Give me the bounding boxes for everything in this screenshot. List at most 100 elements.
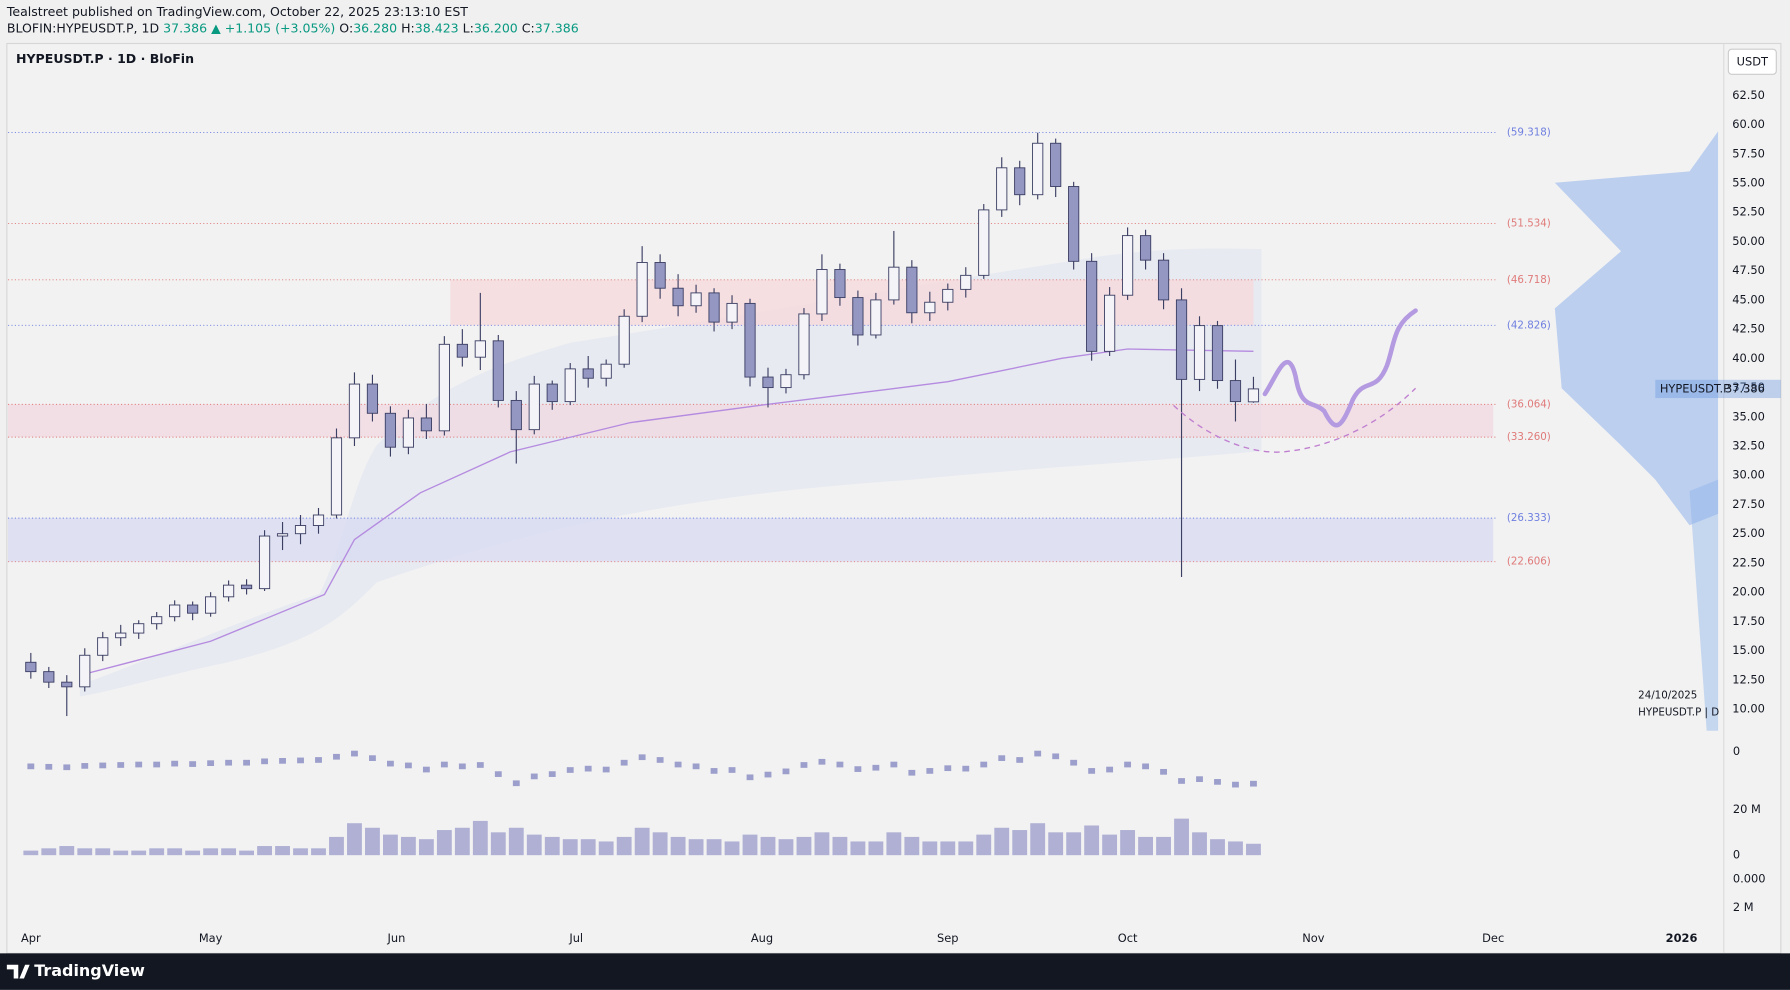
oscillator-point (1160, 768, 1167, 775)
volume-bar (1066, 832, 1082, 856)
oscillator-point (135, 761, 143, 768)
y-tick-label: 37.50 (1732, 380, 1765, 394)
volume-bar (383, 834, 398, 856)
oscillator-point (764, 771, 772, 778)
x-tick-label: Oct (1118, 931, 1138, 945)
oscillator-point (476, 762, 484, 768)
volume-bar (922, 841, 938, 856)
y-tick-label: 47.50 (1732, 263, 1765, 277)
volume-bar (706, 839, 722, 856)
oscillator-point (279, 758, 286, 764)
candle-body (294, 525, 307, 535)
candle-body (672, 287, 684, 307)
zone (7, 404, 1494, 438)
candle-body (438, 343, 450, 432)
y-tick-label: 57.50 (1732, 146, 1765, 160)
candle-body (978, 209, 990, 276)
zone (7, 518, 1494, 562)
oscillator-point (782, 768, 790, 775)
oscillator-point (351, 750, 358, 757)
oscillator-point (117, 762, 125, 768)
volume-bar (1228, 841, 1243, 856)
candle-body (133, 623, 145, 634)
volume-bar (958, 841, 974, 856)
oscillator-point (1106, 766, 1114, 773)
y-tick-label: 52.50 (1732, 205, 1765, 219)
candle-body (528, 383, 540, 431)
candle-body (1104, 294, 1116, 352)
volume-bar (293, 848, 308, 856)
candle-body (276, 533, 289, 537)
oscillator-point (1124, 761, 1132, 768)
volume-bar (868, 841, 884, 856)
candle-body (654, 262, 666, 289)
candle-body (1068, 186, 1080, 262)
candle-body (582, 368, 594, 379)
candle-body (115, 632, 127, 639)
volume-bar (149, 848, 165, 856)
candle-body (564, 368, 576, 403)
y-tick-label: 60.00 (1732, 117, 1765, 131)
oscillator-point (854, 766, 862, 772)
level-label: (33.260) (1507, 431, 1551, 443)
oscillator-point (998, 755, 1006, 761)
candle-body (456, 343, 468, 358)
projection-path (1262, 308, 1418, 428)
candle-body (1050, 142, 1062, 187)
level-label: (59.318) (1507, 127, 1551, 139)
candle-body (240, 584, 253, 590)
candle-body (205, 596, 217, 614)
oscillator-point (566, 767, 574, 773)
candle-body (816, 269, 828, 315)
oscillator-point (153, 761, 161, 768)
volume-bar (598, 841, 614, 856)
oscillator-point (45, 763, 53, 770)
candle-body (187, 604, 199, 614)
volume-bar (1030, 823, 1046, 856)
underlay: (59.318) (51.534) (46.718) (42.826) (36.064)… (7, 127, 1551, 697)
candle-body (25, 661, 37, 673)
symbol: BLOFIN:HYPEUSDT.P, 1D (7, 20, 159, 35)
y-tick-label: 10.00 (1732, 702, 1765, 716)
oscillator-point (315, 757, 322, 763)
volume-bar (418, 839, 434, 856)
candle-body (852, 297, 864, 336)
volume-bar (1210, 839, 1225, 856)
ohlc-key: L: (463, 20, 474, 35)
candle-body (1229, 380, 1242, 403)
candle-body (258, 535, 271, 590)
candle-body (924, 301, 936, 314)
candle-body (151, 616, 163, 625)
oscillator-point (458, 763, 466, 770)
oscillator-point (297, 757, 304, 764)
candle-body (223, 584, 235, 598)
oscillator-point (548, 771, 556, 777)
projection-arc (1173, 387, 1417, 453)
ohlc-value: 36.200 (474, 20, 518, 35)
x-tick-label: Aug (751, 931, 773, 945)
oscillator-point (494, 771, 502, 777)
volume-bar (670, 836, 686, 856)
volume-bar (167, 848, 183, 856)
oscillator-point (620, 759, 628, 766)
y-tick-label: 50.00 (1732, 234, 1765, 248)
volume-bar (832, 836, 848, 856)
oscillator-point (81, 763, 89, 769)
volume-bar (131, 850, 147, 856)
oscillator-point (710, 768, 718, 774)
volume-bar (203, 848, 219, 856)
candle-body (618, 315, 630, 365)
candle-body (1157, 259, 1170, 301)
oscillator-point (99, 762, 107, 769)
candle-body (708, 292, 720, 323)
oscillator-point (692, 763, 700, 770)
chart-frame (6, 42, 1782, 954)
author-line: Tealstreet published on TradingView.com,… (6, 4, 468, 19)
candle-body (798, 313, 810, 376)
volume-profile (1689, 479, 1719, 731)
volume-bar (616, 836, 632, 856)
oscillator-point (836, 761, 844, 768)
oscillator-point (908, 769, 916, 776)
